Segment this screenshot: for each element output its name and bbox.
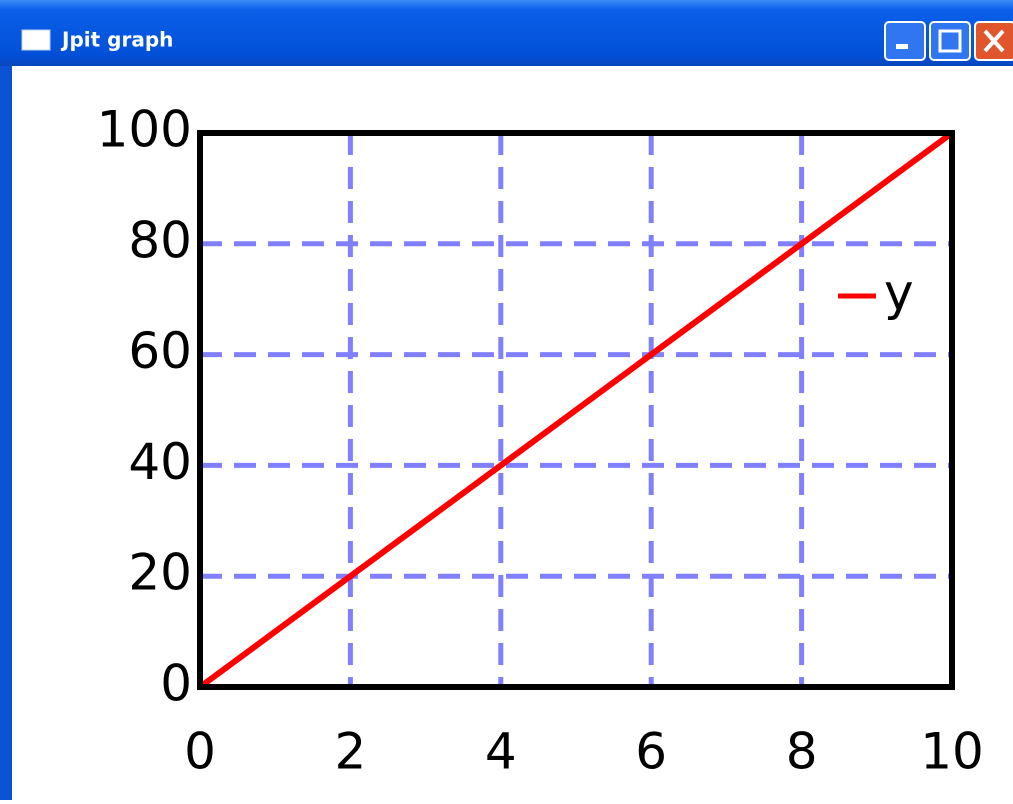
close-button[interactable] [974,21,1013,61]
y-tick-label: 20 [128,544,192,602]
x-tick-label: 0 [184,723,216,781]
x-tick-label: 2 [334,723,366,781]
plot-frame [197,130,955,690]
y-tick-label: 60 [128,322,192,380]
maximize-glyph [938,29,962,53]
maximize-button-face[interactable] [929,21,971,61]
window-icon [21,29,51,51]
minimize-glyph [896,44,908,49]
y-tick-label: 40 [128,433,192,491]
x-tick-label: 4 [485,723,517,781]
close-glyph [983,29,1005,53]
maximize-button[interactable] [929,21,971,61]
title-bar [0,0,1013,66]
x-tick-label: 10 [920,723,984,781]
client-area [12,66,1013,800]
data-line [198,130,954,690]
y-tick-label: 0 [160,655,192,713]
x-tick-label: 8 [786,723,818,781]
y-tick-label: 100 [97,101,192,159]
y-tick-label: 80 [128,211,192,269]
minimize-button[interactable] [884,21,926,61]
minimize-button-face[interactable] [884,21,926,61]
legend-label: y [884,264,914,322]
x-tick-label: 6 [635,723,667,781]
window-title: Jpit graph [60,28,173,52]
